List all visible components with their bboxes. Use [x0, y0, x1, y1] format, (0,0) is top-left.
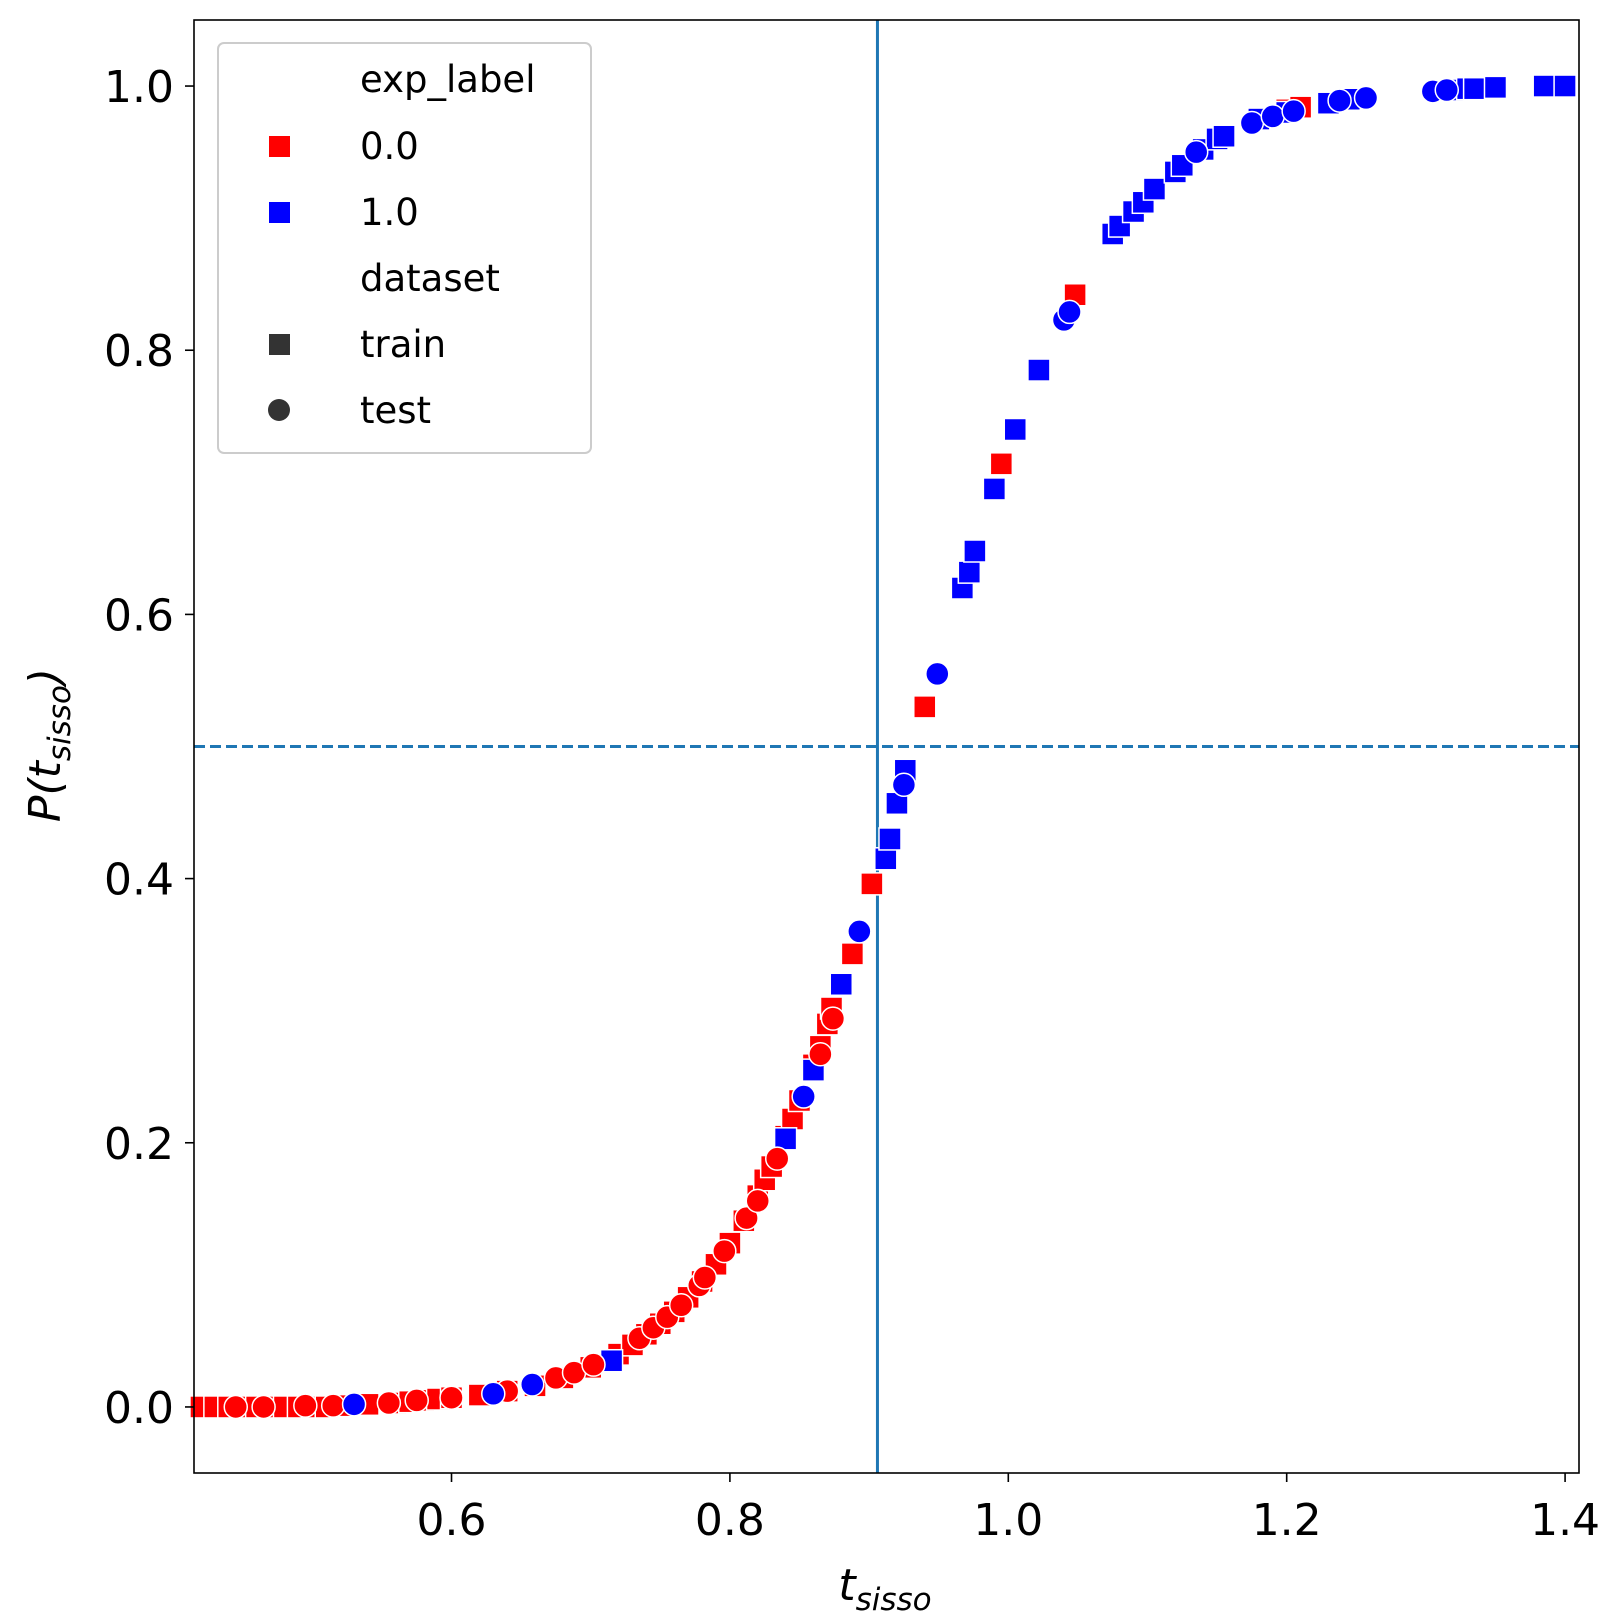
data-point-circle — [668, 1292, 694, 1318]
data-point-circle — [820, 1006, 846, 1031]
y-tick-label: 0.0 — [104, 1383, 174, 1434]
data-point-circle — [712, 1238, 737, 1264]
data-point-circle — [404, 1388, 429, 1413]
data-point-square — [957, 560, 982, 584]
data-point-square — [1212, 124, 1236, 148]
series-test-exp-0.0 — [223, 1006, 846, 1420]
data-point-circle — [481, 1381, 506, 1406]
data-point-square — [982, 477, 1007, 501]
y-tick-label: 0.6 — [104, 590, 174, 641]
data-point-circle — [692, 1265, 718, 1290]
data-point-circle — [439, 1385, 464, 1410]
reference-lines — [194, 20, 1579, 1473]
data-point-circle — [734, 1205, 759, 1231]
data-point-square — [1003, 417, 1028, 442]
y-axis-ticks: 0.0 0.2 0.4 0.6 0.8 1.0 — [104, 62, 194, 1434]
legend-style-title: dataset — [360, 257, 500, 300]
legend-marker-red-square — [269, 136, 290, 157]
data-point-square — [963, 539, 987, 563]
legend-label-test: test — [360, 389, 431, 432]
data-point-circle — [519, 1372, 545, 1397]
data-point-square — [1483, 75, 1508, 100]
data-point-square — [1553, 74, 1577, 98]
data-point-square — [989, 452, 1014, 476]
data-point-circle — [223, 1394, 249, 1420]
legend-marker-square — [269, 334, 290, 355]
data-point-circle — [376, 1390, 402, 1416]
plot-frame — [193, 19, 1580, 1474]
data-point-circle — [791, 1084, 816, 1109]
data-point-square — [829, 972, 854, 997]
data-point-circle — [1183, 139, 1209, 165]
data-point-circle — [1434, 77, 1460, 103]
x-tick-label: 1.2 — [1252, 1495, 1322, 1546]
data-point-square — [913, 695, 937, 719]
data-point-circle — [1057, 299, 1082, 325]
data-point-square — [1532, 74, 1556, 98]
legend-label-exp-0: 0.0 — [360, 125, 419, 168]
legend-marker-blue-square — [269, 202, 290, 223]
y-tick-label: 0.4 — [104, 855, 174, 906]
x-tick-label: 0.8 — [695, 1495, 765, 1546]
x-tick-label: 1.0 — [973, 1495, 1043, 1546]
x-tick-label: 0.6 — [417, 1495, 487, 1546]
data-point-circle — [581, 1352, 606, 1377]
y-axis-label: P(tsisso) — [20, 668, 78, 822]
data-point-circle — [251, 1394, 276, 1420]
data-point-circle — [293, 1393, 318, 1418]
legend-marker-circle — [268, 399, 290, 421]
data-point-circle — [1239, 110, 1265, 136]
data-point-square — [860, 872, 884, 896]
legend-hue-title: exp_label — [360, 58, 535, 101]
data-point-circle — [1281, 98, 1306, 124]
data-point-square — [1027, 358, 1051, 382]
data-point-circle — [808, 1042, 833, 1067]
y-tick-label: 0.2 — [104, 1119, 174, 1170]
x-tick-label: 1.4 — [1530, 1495, 1600, 1546]
data-point-circle — [764, 1146, 790, 1171]
data-point-circle — [1260, 104, 1286, 129]
data-point-square — [1142, 177, 1167, 201]
series-test-exp-1.0 — [341, 77, 1460, 1417]
data-point-circle — [891, 772, 917, 798]
data-point-circle — [1327, 88, 1352, 113]
data-point-square — [1462, 76, 1487, 101]
y-tick-label: 1.0 — [104, 62, 174, 113]
data-point-circle — [745, 1188, 770, 1214]
data-points — [189, 74, 1577, 1420]
data-point-square — [840, 942, 865, 966]
data-point-square — [874, 847, 898, 871]
legend-label-exp-1: 1.0 — [360, 191, 419, 234]
legend-label-train: train — [360, 323, 446, 366]
legend: exp_label 0.0 1.0 dataset train test — [217, 42, 592, 454]
x-axis-label: tsisso — [838, 1560, 931, 1618]
legend-box — [217, 42, 592, 454]
data-point-circle — [1353, 85, 1379, 111]
data-point-square — [878, 827, 902, 851]
data-point-circle — [925, 661, 950, 687]
data-point-circle — [847, 919, 872, 944]
data-point-circle — [320, 1393, 346, 1418]
data-point-circle — [341, 1392, 367, 1417]
x-axis-ticks: 0.6 0.8 1.0 1.2 1.4 — [417, 1473, 1600, 1546]
y-tick-label: 0.8 — [104, 326, 174, 377]
